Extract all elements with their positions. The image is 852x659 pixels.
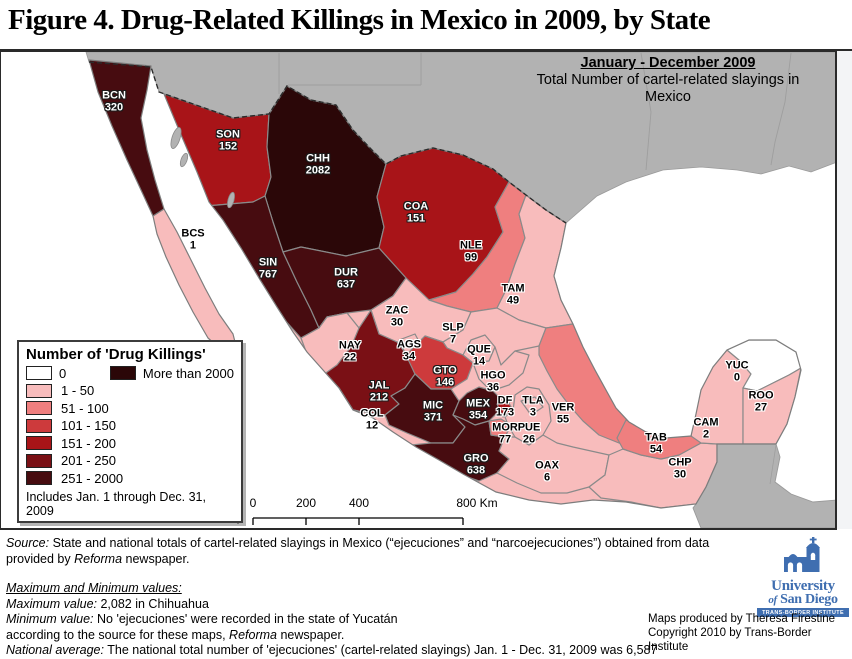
legend-row: 1 - 50	[26, 382, 234, 400]
credit-line1: Maps produced by Theresa Firestine	[648, 613, 836, 625]
scale-tick-0: 0	[249, 496, 257, 510]
map-canvas	[85, 52, 835, 528]
usd-wordmark-line2: of San Diego	[768, 592, 838, 607]
legend-swatch	[26, 383, 52, 398]
legend-row: 0 More than 2000	[26, 365, 234, 383]
map-credits: Maps produced by Theresa Firestine Copyr…	[648, 612, 852, 654]
legend-swatch	[26, 366, 52, 381]
map-legend: Number of 'Drug Killings' 0 More than 20…	[17, 339, 243, 523]
state-df	[496, 399, 514, 418]
legend-swatch	[26, 436, 52, 451]
figure-title: Figure 4. Drug-Related Killings in Mexic…	[8, 4, 711, 36]
mainland-coastline	[162, 85, 802, 509]
legend-note: Includes Jan. 1 through Dec. 31, 2009	[26, 490, 206, 518]
legend-swatch	[26, 401, 52, 416]
scale-bar	[252, 517, 464, 525]
map-subtitle: Total Number of cartel-related slayings …	[536, 72, 800, 105]
maxmin-block: Maximum and Minimum values: Maximum valu…	[6, 581, 736, 659]
title-divider	[0, 49, 852, 51]
legend-row: 151 - 200	[26, 435, 234, 453]
usa-state-lines	[278, 52, 792, 171]
usd-logo: University of San Diego TRANS-BORDER INS…	[757, 534, 849, 617]
state-bcn	[88, 59, 165, 217]
legend-row: 51 - 100	[26, 400, 234, 418]
map-heading: January - December 2009 Total Number of …	[513, 55, 823, 106]
gulf-islands	[170, 127, 235, 209]
belize-border-line	[769, 444, 777, 485]
legend-row: 251 - 2000	[26, 470, 234, 488]
state-mor	[488, 418, 512, 438]
usd-tower-icon	[784, 537, 820, 572]
map-period-heading: January - December 2009	[580, 55, 756, 71]
credit-line2: Copyright 2010 by Trans-Border Institute	[648, 627, 812, 653]
page-margin-strip	[837, 51, 852, 529]
legend-swatch	[26, 471, 52, 486]
max-value-line: Maximum value: 2,082 in Chihuahua	[6, 596, 209, 611]
state-hgo	[472, 346, 530, 392]
legend-title: Number of 'Drug Killings'	[26, 345, 206, 363]
scale-tick-200: 200	[295, 496, 317, 510]
min-value-line: Minimum value: No 'ejecuciones' were rec…	[6, 612, 398, 626]
scale-tick-400: 400	[348, 496, 370, 510]
legend-swatch	[26, 453, 52, 468]
national-average-line: National average: The national total num…	[6, 643, 658, 657]
legend-row: 201 - 250	[26, 452, 234, 470]
legend-row: 101 - 150	[26, 417, 234, 435]
scale-tick-800: 800 Km	[456, 496, 498, 510]
state-bcs	[152, 208, 237, 355]
legend-swatch	[26, 418, 52, 433]
min-value-line2: according to the source for these maps, …	[6, 627, 345, 642]
footer-notes: Source: State and national totals of car…	[6, 536, 736, 659]
legend-swatch	[109, 366, 136, 381]
maxmin-heading: Maximum and Minimum values:	[6, 581, 182, 595]
source-note: Source: State and national totals of car…	[6, 536, 710, 566]
mexico-choropleth-map: January - December 2009 Total Number of …	[0, 51, 837, 530]
state-pue	[504, 386, 552, 446]
state-tla	[520, 396, 544, 416]
usd-wordmark-line1: University	[771, 578, 835, 594]
usd-institute-banner: TRANS-BORDER INSTITUTE	[757, 608, 849, 617]
